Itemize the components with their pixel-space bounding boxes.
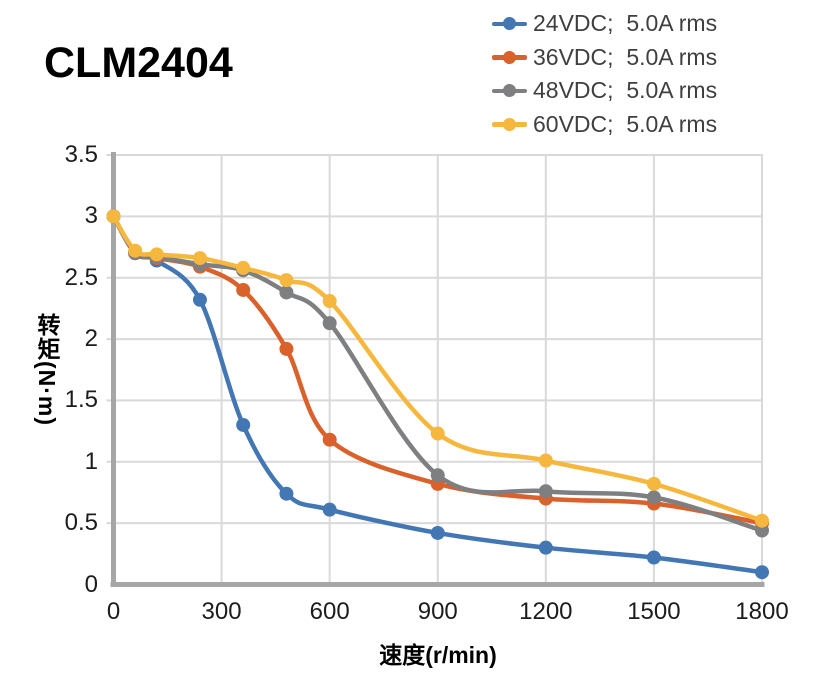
x-tick-label: 0 [106,598,121,625]
data-point-series-2 [279,285,294,300]
data-point-series-0 [646,550,661,565]
legend-item-60vdc: 60VDC; 5.0A rms [492,108,717,142]
legend-label: 60VDC; 5.0A rms [533,110,718,137]
legend-marker-line [492,50,527,64]
legend: 24VDC; 5.0A rms 36VDC; 5.0A rms 48VDC; 5… [492,7,717,141]
data-point-series-0 [430,525,445,540]
y-tick-label: 1 [84,447,98,475]
legend-item-36vdc: 36VDC; 5.0A rms [492,41,717,75]
legend-item-48vdc: 48VDC; 5.0A rms [492,74,717,108]
legend-dot-icon [503,84,516,98]
data-point-series-0 [192,292,207,307]
data-point-series-2 [755,523,769,538]
data-point-series-2 [430,468,445,483]
data-point-series-3 [149,247,164,262]
legend-dot-icon [503,50,516,64]
data-point-series-3 [236,260,251,275]
data-point-series-3 [755,513,769,528]
data-point-series-0 [279,486,294,501]
data-point-series-3 [106,209,121,224]
data-point-series-3 [128,243,143,258]
data-point-series-3 [538,453,553,468]
y-tick-label: 3 [84,202,98,230]
legend-marker-line [492,84,527,98]
data-point-series-3 [322,294,337,309]
data-point-series-0 [538,540,553,555]
data-point-series-0 [322,502,337,517]
x-tick-label: 1500 [627,598,681,625]
data-point-series-2 [322,316,337,331]
legend-dot-icon [503,117,516,131]
data-point-series-3 [646,476,661,491]
x-tick-label: 1200 [519,598,573,625]
x-axis-title: 速度(r/min) [379,642,497,668]
x-tick-label: 900 [417,598,458,625]
y-tick-label: 3.5 [64,141,98,168]
legend-item-24vdc: 24VDC; 5.0A rms [492,7,717,41]
data-point-series-2 [538,484,553,499]
data-point-series-1 [322,432,337,447]
legend-dot-icon [503,17,516,31]
legend-marker-line [492,117,527,131]
x-tick-label: 600 [309,598,350,625]
data-point-series-3 [430,426,445,441]
data-point-series-3 [279,273,294,288]
y-tick-label: 0 [84,570,98,598]
y-tick-label: 2 [84,325,98,353]
data-point-series-1 [279,341,294,356]
y-tick-label: 0.5 [64,509,98,537]
data-point-series-3 [192,251,207,266]
data-point-series-2 [646,490,661,505]
legend-marker-line [492,17,527,31]
y-tick-label: 1.5 [64,386,98,414]
x-tick-label: 1800 [735,598,789,625]
y-axis-title: 转矩(N·m) [34,313,60,427]
data-point-series-0 [755,565,769,580]
data-point-series-0 [236,417,251,432]
chart-title: CLM2404 [44,39,233,87]
x-tick-label: 300 [201,598,242,625]
legend-label: 24VDC; 5.0A rms [533,10,718,37]
y-tick-label: 2.5 [64,263,98,291]
data-point-series-1 [236,282,251,297]
legend-label: 48VDC; 5.0A rms [533,77,718,104]
legend-label: 36VDC; 5.0A rms [533,43,718,70]
